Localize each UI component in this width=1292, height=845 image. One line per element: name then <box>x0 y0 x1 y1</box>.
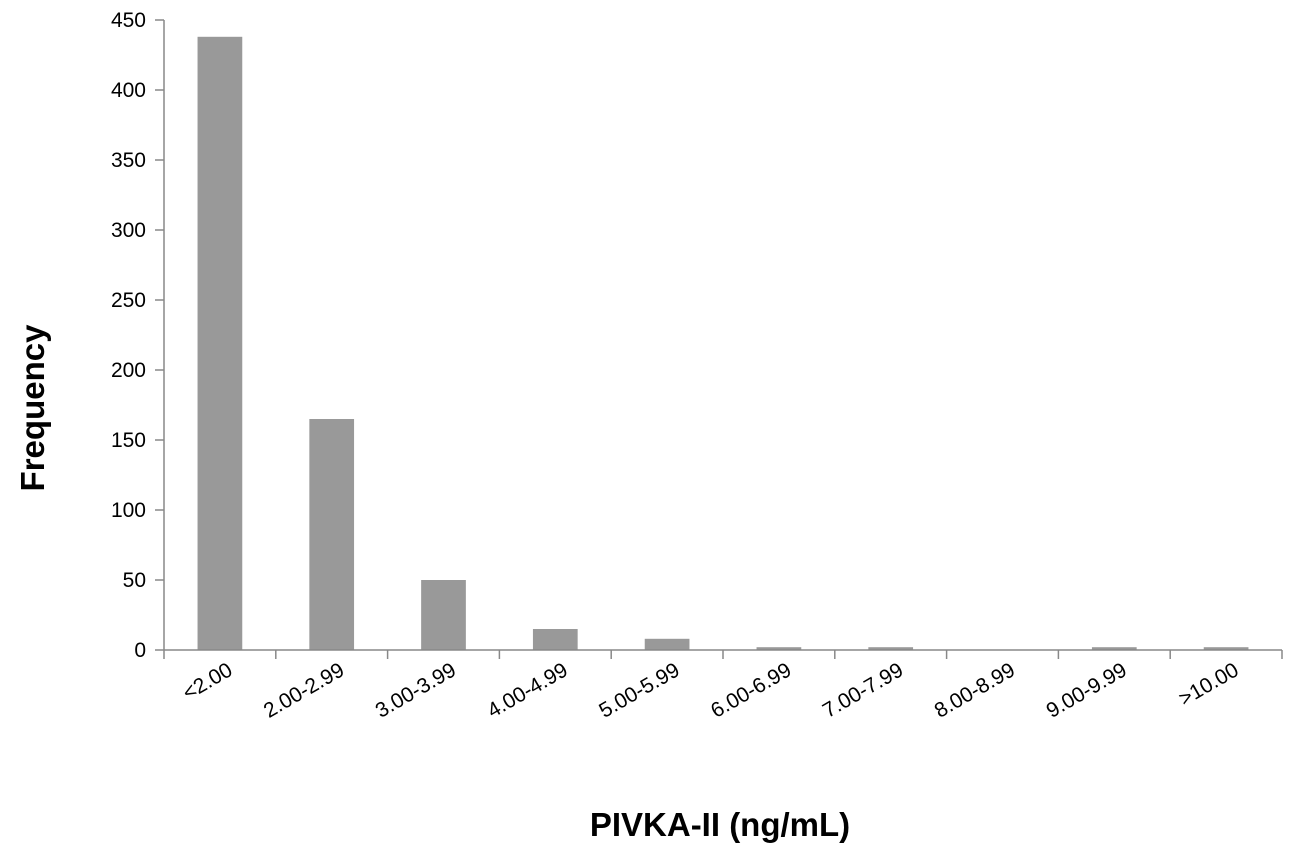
x-axis-ticks: <2.00 2.00-2.99 3.00-3.99 4.00-4.99 5.00-5.9… <box>163 650 1283 723</box>
y-tick-label: 300 <box>111 219 146 242</box>
bars <box>197 36 1249 651</box>
y-tick-label: 200 <box>111 359 146 382</box>
bar <box>1091 647 1137 650</box>
bar <box>644 638 690 650</box>
y-tick-label: 50 <box>123 569 146 592</box>
y-tick-label: 100 <box>111 499 146 522</box>
x-tick-label: 2.00-2.99 <box>260 658 348 722</box>
x-tick-label: >10.00 <box>1175 658 1243 710</box>
x-tick-label: 4.00-4.99 <box>483 658 571 722</box>
x-tick-label: 3.00-3.99 <box>372 658 460 722</box>
x-axis-title: PIVKA-II (ng/mL) <box>590 806 850 843</box>
bar <box>197 36 243 651</box>
x-tick-label: 8.00-8.99 <box>931 658 1019 722</box>
y-axis-ticks: 0 50 100 150 200 250 300 350 400 450 <box>111 9 164 662</box>
y-tick-label: 450 <box>111 9 146 32</box>
bar <box>1203 647 1249 650</box>
y-axis-title: Frequency <box>14 324 51 492</box>
y-tick-label: 250 <box>111 289 146 312</box>
bar <box>421 580 466 650</box>
bar <box>868 647 914 650</box>
x-tick-label: 9.00-9.99 <box>1042 658 1130 722</box>
x-tick-label: 5.00-5.99 <box>595 658 683 722</box>
y-tick-label: 350 <box>111 149 146 172</box>
x-tick-label: 7.00-7.99 <box>819 658 907 722</box>
y-tick-label: 400 <box>111 79 146 102</box>
y-tick-label: 0 <box>134 639 146 662</box>
bar <box>309 419 355 650</box>
y-tick-label: 150 <box>111 429 146 452</box>
x-tick-label: 6.00-6.99 <box>707 658 795 722</box>
bar <box>532 629 578 650</box>
bar <box>756 647 802 650</box>
x-tick-label: <2.00 <box>179 658 237 704</box>
